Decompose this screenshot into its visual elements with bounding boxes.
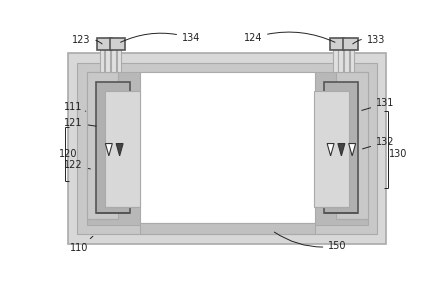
Bar (324, 82, 358, 213)
Bar (96, 82, 130, 213)
Text: 123: 123 (72, 35, 102, 45)
Bar (333, 38, 338, 72)
Text: 150: 150 (274, 232, 347, 251)
Bar (77, 63, 377, 234)
Bar (100, 38, 104, 72)
Text: 110: 110 (70, 236, 93, 253)
Bar (86, 72, 118, 219)
Text: 131: 131 (362, 99, 394, 110)
Text: 122: 122 (64, 160, 90, 170)
Text: 111: 111 (64, 102, 86, 112)
Bar (315, 91, 349, 207)
Bar (140, 72, 315, 223)
Polygon shape (327, 144, 334, 156)
Bar (140, 223, 315, 234)
Bar (345, 38, 349, 72)
Text: 124: 124 (244, 32, 335, 43)
Bar (105, 91, 140, 207)
Text: 120: 120 (59, 148, 77, 158)
Bar (105, 38, 109, 72)
Text: 130: 130 (389, 148, 408, 158)
Polygon shape (338, 144, 345, 156)
Text: 133: 133 (353, 35, 385, 45)
Bar (350, 38, 354, 72)
Bar (86, 72, 368, 225)
Bar (110, 38, 125, 50)
Polygon shape (116, 144, 123, 156)
Text: 134: 134 (120, 33, 200, 43)
Bar (97, 38, 112, 50)
Bar (338, 38, 343, 72)
Bar (336, 72, 368, 219)
Polygon shape (105, 144, 113, 156)
Polygon shape (349, 144, 356, 156)
Bar (117, 38, 121, 72)
Bar (68, 54, 386, 244)
Bar (111, 38, 116, 72)
Bar (343, 38, 358, 50)
Bar (330, 38, 345, 50)
Text: 121: 121 (64, 118, 96, 128)
Text: 132: 132 (362, 137, 395, 149)
